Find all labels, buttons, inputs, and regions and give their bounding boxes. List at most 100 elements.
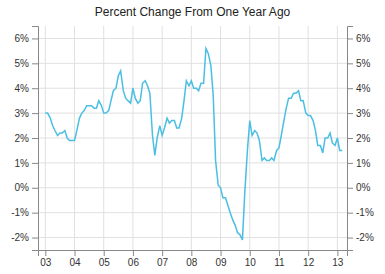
tick-label: 13 [332,257,344,268]
tick-mark [32,238,38,239]
tick: 06 [128,250,140,268]
tick-label: 1% [15,158,30,169]
tick: 5% [347,58,371,69]
tick-label: 5% [15,58,30,69]
tick-mark [32,38,38,39]
tick-mark [347,88,353,89]
tick-mark [250,250,251,256]
tick: 13 [332,250,344,268]
tick: 09 [215,250,227,268]
grid [38,26,347,250]
tick-mark [347,213,353,214]
tick: 5% [15,58,38,69]
tick-label: 05 [99,257,111,268]
tick: 2% [347,133,371,144]
tick: 05 [99,250,111,268]
tick: 1% [347,158,371,169]
tick: 0% [15,182,38,193]
tick-label: 0% [356,182,371,193]
tick: 1% [15,158,38,169]
y2-axis: -2% -1% 0% 1% 2% 3% 4% 5% 6% [347,27,374,251]
tick-mark [133,250,134,256]
tick-mark [32,213,38,214]
tick-label: 10 [245,257,257,268]
tick-mark [75,250,76,256]
tick: 0% [347,182,371,193]
tick-mark [347,113,353,114]
tick-label: 2% [15,133,30,144]
tick-mark [32,63,38,64]
tick-label: -1% [356,207,374,218]
tick-label: 6% [15,33,30,44]
tick: 10 [245,250,257,268]
grid-line-y [38,212,347,213]
chart-title: Percent Change From One Year Ago [95,5,291,19]
axis-line [39,251,348,257]
grid-line-y [38,237,347,238]
grid-line-y [38,88,347,89]
data-line [45,48,342,240]
x-axis: 03 04 05 06 07 08 09 10 11 12 13 [39,250,348,268]
tick-mark [347,138,353,139]
tick-label: 08 [186,257,198,268]
y-axis: -2% -1% 0% 1% 2% 3% 4% 5% 6% [11,27,38,251]
tick-label: 5% [356,58,371,69]
tick: -2% [11,232,38,243]
tick-mark [308,250,309,256]
tick-label: 06 [128,257,140,268]
tick: 04 [69,250,81,268]
tick-mark [45,250,46,256]
tick: 6% [15,33,38,44]
tick-mark [104,250,105,256]
tick-label: 1% [356,158,371,169]
tick-label: 2% [356,133,371,144]
tick: 3% [15,108,38,119]
tick: 11 [274,250,285,268]
tick: -1% [11,207,38,218]
tick-label: 11 [274,257,285,268]
tick: -2% [347,232,374,243]
tick: 03 [40,250,52,268]
tick: 07 [157,250,169,268]
tick-mark [337,250,338,256]
chart-container: 03 04 05 06 07 08 09 10 11 12 13 -2% -1% 0% 1% 2% 3% 4% 5%… [0,0,385,274]
plot-area: 03 04 05 06 07 08 09 10 11 12 13 -2% -1% 0% 1% 2% 3% 4% 5%… [11,26,374,268]
tick-mark [32,113,38,114]
tick-label: 6% [356,33,371,44]
tick-label: 0% [15,182,30,193]
tick-mark [32,88,38,89]
tick-mark [347,63,353,64]
tick-mark [347,163,353,164]
tick-mark [32,188,38,189]
axis-line [32,27,39,251]
tick-label: -2% [11,232,29,243]
tick-mark [191,250,192,256]
grid-line-y [38,187,347,188]
grid-line-y [38,162,347,163]
chart-svg: 03 04 05 06 07 08 09 10 11 12 13 -2% -1% 0% 1% 2% 3% 4% 5%… [0,0,385,274]
tick-mark [162,250,163,256]
tick: 4% [347,83,371,94]
tick-mark [347,188,353,189]
tick-label: 4% [15,83,30,94]
tick: 4% [15,83,38,94]
tick: 08 [186,250,198,268]
tick-mark [279,250,280,256]
tick-label: 09 [215,257,227,268]
tick-mark [32,138,38,139]
grid-line-y [38,63,347,64]
tick-label: 12 [303,257,315,268]
tick: 3% [347,108,371,119]
tick: 6% [347,33,371,44]
tick-mark [347,238,353,239]
tick-label: -2% [356,232,374,243]
tick-label: 07 [157,257,169,268]
tick-mark [32,163,38,164]
tick: -1% [347,207,374,218]
tick-label: -1% [11,207,29,218]
grid-line-y [38,38,347,39]
tick-label: 3% [356,108,371,119]
grid-line-y [38,113,347,114]
tick: 2% [15,133,38,144]
tick-label: 3% [15,108,30,119]
